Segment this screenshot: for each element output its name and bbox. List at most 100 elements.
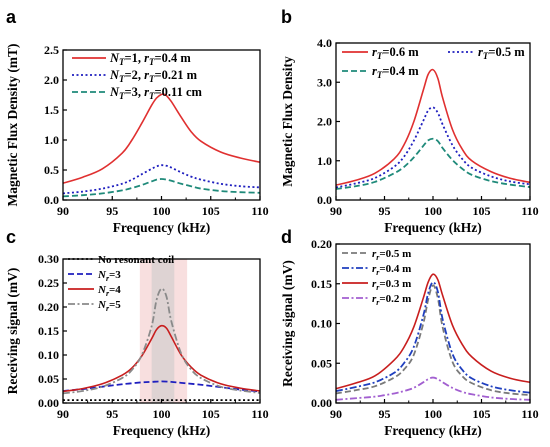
y-tick-label: 0.10 (311, 317, 332, 331)
panel-a: 90 95 100 105 110 0.0 0.5 1.0 1.5 2.0 2.5 Frequency… (5, 7, 269, 235)
x-tick-label: 95 (379, 407, 391, 421)
legend-label-subscript: T (377, 70, 383, 80)
legend-label-rest: =0.2 m (379, 293, 411, 305)
y-tick-label: 0.00 (311, 396, 332, 410)
y-tick-label: 0.00 (38, 396, 59, 410)
x-tick-label: 105 (202, 407, 220, 421)
x-tick-label: 110 (521, 204, 538, 218)
legend-label-subscript: T (119, 57, 125, 67)
x-axis-label: Frequency (kHz) (113, 220, 211, 235)
panel-b: 90 95 100 105 110 0.0 1.0 2.0 3.0 4.0 Frequency (k… (280, 7, 539, 235)
legend-label-symbol: r (372, 278, 377, 290)
y-axis-label: Magnetic Flux Density (mT) (5, 43, 20, 206)
legend-label-subscript-2: T (149, 57, 155, 67)
legend-label-0: rT=0.6 m (372, 45, 419, 61)
legend-label-rest: =3 (109, 269, 121, 281)
legend-label-symbol-2: r (144, 51, 149, 65)
x-axis-label: Frequency (kHz) (384, 423, 482, 438)
legend-label-rest: =5 (109, 299, 121, 311)
legend-label-symbol-2: r (144, 85, 149, 99)
panel-c: 90 95 100 105 110 0.00 0.05 0.10 0.15 0.20 0.25 0.3… (5, 227, 269, 438)
series-line-d-0 (336, 284, 530, 396)
legend-label-subscript: T (377, 51, 383, 61)
legend-label-end: =0.11 cm (155, 85, 203, 99)
legend-label-end: =0.21 m (155, 68, 198, 82)
legend-label-1: NT=2, rT=0.21 m (109, 68, 198, 84)
legend-label-symbol: N (97, 269, 107, 281)
y-tick-label: 0.0 (317, 193, 332, 207)
y-tick-label: 0.20 (311, 237, 332, 251)
panel-letter: a (6, 7, 17, 27)
x-tick-label: 100 (424, 407, 442, 421)
x-tick-label: 90 (57, 407, 69, 421)
x-tick-label: 95 (106, 204, 118, 218)
x-tick-label: 100 (153, 407, 171, 421)
y-tick-label: 0.10 (38, 348, 59, 362)
x-tick-label: 95 (106, 407, 118, 421)
x-tick-label: 110 (251, 204, 268, 218)
legend-label-1: rT=0.5 m (478, 45, 525, 61)
legend-label-0: NT=1, rT=0.4 m (109, 51, 191, 67)
legend-label-subscript-2: T (149, 74, 155, 84)
legend-label-subscript: T (119, 74, 125, 84)
series-group (336, 273, 530, 401)
x-tick-label: 105 (473, 204, 491, 218)
legend-label-rest: =0.5 m (379, 248, 411, 260)
series-line-d-2 (336, 273, 530, 390)
legend-label-end: =0.4 m (155, 51, 192, 65)
legend-label-symbol: r (372, 45, 377, 59)
y-tick-label: 1.5 (44, 103, 59, 117)
x-axis-label: Frequency (kHz) (384, 220, 482, 235)
legend-label-rest: =4 (109, 284, 121, 296)
x-tick-label: 95 (379, 204, 391, 218)
x-tick-label: 100 (153, 204, 171, 218)
y-tick-label: 0.30 (38, 252, 59, 266)
legend-label-symbol: r (372, 293, 377, 305)
legend-label-2: rT=0.4 m (372, 64, 419, 80)
legend-label-subscript: r (106, 304, 110, 313)
y-tick-label: 3.0 (317, 75, 332, 89)
legend-label-rest: =0.5 m (488, 45, 525, 59)
x-tick-label: 110 (251, 407, 268, 421)
legend-label-symbol: N (109, 51, 120, 65)
legend: NT=1, rT=0.4 mNT=2, rT=0.21 mNT=3, rT=0.… (72, 51, 203, 101)
y-axis-label: Receiving signal (mV) (280, 260, 295, 387)
y-tick-label: 4.0 (317, 36, 332, 50)
legend-label-symbol: r (478, 45, 483, 59)
legend-label-2: rr=0.3 m (372, 278, 411, 292)
x-tick-label: 105 (202, 204, 220, 218)
legend-label-2: Nr=4 (97, 284, 121, 298)
y-tick-label: 2.5 (44, 43, 59, 57)
legend-label-symbol: r (372, 263, 377, 275)
legend-label-symbol: N (97, 284, 107, 296)
legend-label-rest: =0.6 m (382, 45, 419, 59)
legend-label-symbol: N (97, 299, 107, 311)
series-line-a-2 (63, 178, 260, 198)
legend-label-3: rr=0.2 m (372, 293, 411, 307)
plot-frame (335, 42, 531, 201)
legend-label-rest: =3, (125, 85, 145, 99)
series-line-b-2 (336, 137, 530, 190)
series-line-b-1 (336, 106, 530, 189)
series-group (336, 68, 530, 190)
legend-label-subscript: r (106, 289, 110, 298)
series-line-c-3 (63, 287, 260, 395)
legend-label-rest: =2, (125, 68, 145, 82)
x-tick-label: 100 (424, 204, 442, 218)
series-group (63, 287, 260, 402)
y-tick-label: 0.25 (38, 276, 59, 290)
panel-d: 90 95 100 105 110 0.00 0.05 0.10 0.15 0.20 Frequen… (280, 227, 539, 438)
legend-label-symbol-2: r (144, 68, 149, 82)
panel-letter: b (281, 7, 292, 27)
legend-label-2: NT=3, rT=0.11 cm (109, 85, 203, 101)
legend-label-subscript: r (376, 253, 380, 262)
legend-label-0: rr=0.5 m (372, 248, 411, 262)
legend-label-rest: =0.3 m (379, 278, 411, 290)
plot-frame (335, 243, 531, 404)
legend-label-1: rr=0.4 m (372, 263, 411, 277)
y-tick-label: 1.0 (317, 154, 332, 168)
legend-label-subscript: r (106, 274, 110, 283)
legend-label-symbol: r (372, 64, 377, 78)
